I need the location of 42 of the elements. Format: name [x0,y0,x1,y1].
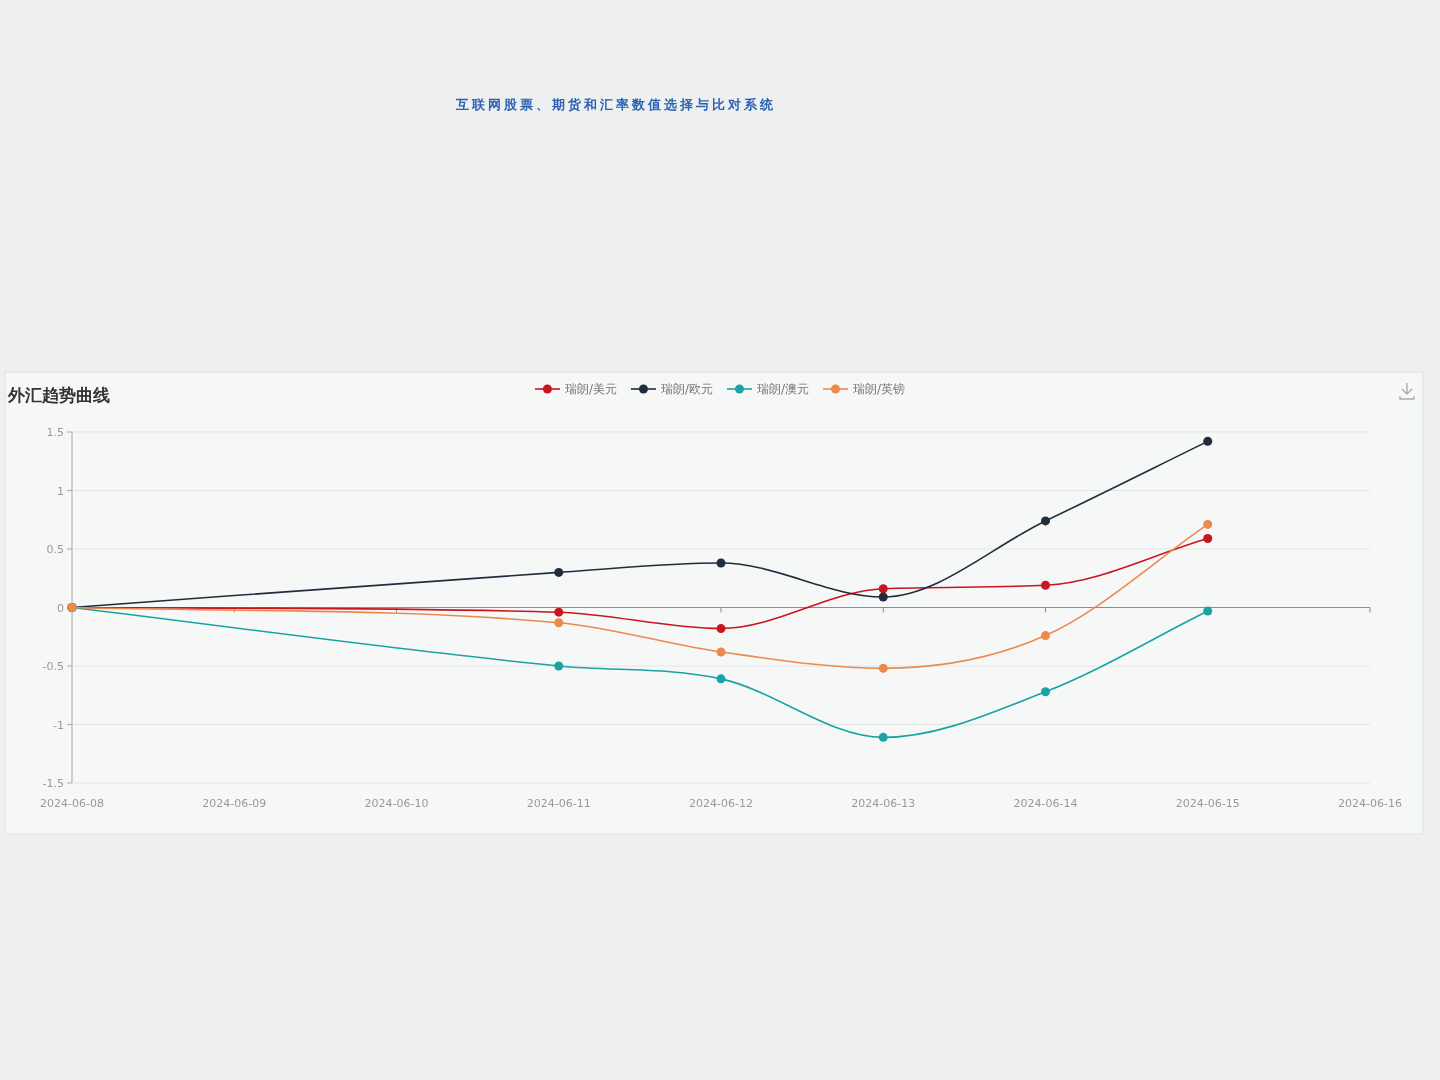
point [716,674,726,684]
point [1203,533,1213,543]
x-tick-label: 2024-06-14 [1013,797,1078,810]
y-tick-label: -1 [53,718,64,732]
point [1203,606,1213,616]
point [1041,687,1050,697]
point [878,592,888,602]
point [554,567,564,577]
point [554,607,564,617]
point [1203,519,1213,529]
y-tick-label: 0 [57,601,64,615]
point [878,732,888,742]
y-tick-label: 1.5 [46,426,64,439]
x-tick-label: 2024-06-09 [202,797,267,810]
chart-title: 外汇趋势曲线 [7,385,110,405]
legend-label: 瑞朗/欧元 [660,382,713,396]
point [716,647,726,657]
y-tick-label: -0.5 [42,660,64,673]
point [716,624,726,634]
point [716,558,726,568]
point [878,663,888,673]
point [1041,580,1050,590]
x-tick-label: 2024-06-16 [1338,797,1402,810]
point [1041,631,1050,641]
point [878,584,888,594]
point [554,661,564,671]
y-tick-label: 1 [57,484,64,498]
legend-label: 瑞朗/英镑 [853,382,906,396]
x-tick-label: 2024-06-10 [364,797,429,810]
x-tick-label: 2024-06-11 [526,797,591,810]
point [554,618,564,628]
y-tick-label: -1.5 [42,777,64,790]
y-tick-label: 0.5 [46,543,64,556]
text: 互联网股票、期货和汇率数值选择与比对系统 [455,97,776,112]
legend-label: 瑞朗/美元 [564,382,617,396]
x-tick-label: 2024-06-12 [689,797,753,810]
x-tick-label: 2024-06-13 [851,797,916,810]
x-tick-label: 2024-06-15 [1175,797,1240,810]
legend-label: 瑞朗/澳元 [757,382,810,396]
point [1041,516,1050,526]
point [1203,436,1213,446]
x-tick-label: 2024-06-08 [40,797,104,810]
